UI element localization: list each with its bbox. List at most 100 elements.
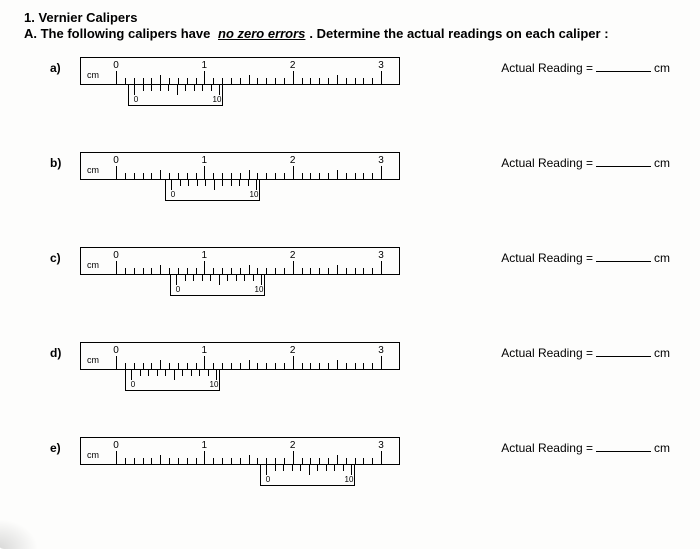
main-scale: cm 0 1 2 3 bbox=[80, 152, 400, 180]
vernier-caliper: cm 0 1 2 3 0 10 bbox=[80, 152, 410, 207]
vernier-tick-row bbox=[131, 370, 214, 380]
item-label: b) bbox=[50, 152, 80, 170]
reading-blank[interactable] bbox=[596, 451, 651, 452]
reading-label: Actual Reading = bbox=[501, 156, 593, 170]
caliper-row: b) cm 0 1 2 3 0 10 Actual Reading = cm bbox=[20, 152, 680, 207]
vernier-caliper: cm 0 1 2 3 0 10 bbox=[80, 342, 410, 397]
vernier-scale: 0 10 bbox=[125, 369, 220, 391]
cm-label: cm bbox=[87, 70, 99, 80]
cm-label: cm bbox=[87, 450, 99, 460]
unit-label: cm bbox=[654, 346, 670, 360]
vernier-scale: 0 10 bbox=[170, 274, 265, 296]
main-tick-row bbox=[116, 451, 389, 464]
main-scale-number: 1 bbox=[202, 155, 208, 166]
reading-blank[interactable] bbox=[596, 71, 651, 72]
main-scale-number: 0 bbox=[113, 60, 119, 71]
vernier-zero-label: 0 bbox=[134, 95, 138, 104]
main-scale-number: 3 bbox=[378, 155, 384, 166]
caliper-row: d) cm 0 1 2 3 0 10 Actual Reading = cm bbox=[20, 342, 680, 397]
page-curl-shadow bbox=[0, 519, 38, 549]
vernier-scale: 0 10 bbox=[165, 179, 260, 201]
main-scale-number: 3 bbox=[378, 345, 384, 356]
main-scale-number: 2 bbox=[290, 250, 296, 261]
main-tick-row bbox=[116, 71, 389, 84]
caliper-row: c) cm 0 1 2 3 0 10 Actual Reading = cm bbox=[20, 247, 680, 302]
vernier-tick-row bbox=[176, 275, 259, 285]
actual-reading-field: Actual Reading = cm bbox=[501, 152, 680, 170]
main-tick-area: 0 1 2 3 bbox=[116, 343, 389, 369]
caliper-row: e) cm 0 1 2 3 0 10 Actual Reading = cm bbox=[20, 437, 680, 492]
reading-label: Actual Reading = bbox=[501, 441, 593, 455]
vernier-tick-row bbox=[171, 180, 254, 190]
main-scale-number: 1 bbox=[202, 440, 208, 451]
main-tick-area: 0 1 2 3 bbox=[116, 153, 389, 179]
vernier-zero-label: 0 bbox=[176, 285, 180, 294]
actual-reading-field: Actual Reading = cm bbox=[501, 247, 680, 265]
main-scale-number: 0 bbox=[113, 250, 119, 261]
main-scale: cm 0 1 2 3 bbox=[80, 437, 400, 465]
heading-a-pre: A. The following calipers have bbox=[24, 26, 214, 41]
reading-blank[interactable] bbox=[596, 166, 651, 167]
vernier-scale: 0 10 bbox=[128, 84, 223, 106]
main-scale-number: 1 bbox=[202, 345, 208, 356]
vernier-zero-label: 0 bbox=[171, 190, 175, 199]
vernier-ten-label: 10 bbox=[255, 285, 264, 294]
heading-a-post: . Determine the actual readings on each … bbox=[309, 26, 608, 41]
item-label: d) bbox=[50, 342, 80, 360]
vernier-zero-label: 0 bbox=[131, 380, 135, 389]
item-label: c) bbox=[50, 247, 80, 265]
main-scale-number: 3 bbox=[378, 250, 384, 261]
main-scale-number: 1 bbox=[202, 250, 208, 261]
vernier-scale: 0 10 bbox=[260, 464, 355, 486]
unit-label: cm bbox=[654, 251, 670, 265]
main-tick-row bbox=[116, 166, 389, 179]
reading-label: Actual Reading = bbox=[501, 61, 593, 75]
main-scale-number: 2 bbox=[290, 60, 296, 71]
main-scale-number: 2 bbox=[290, 345, 296, 356]
vernier-caliper: cm 0 1 2 3 0 10 bbox=[80, 57, 410, 112]
vernier-ten-label: 10 bbox=[213, 95, 222, 104]
reading-label: Actual Reading = bbox=[501, 346, 593, 360]
actual-reading-field: Actual Reading = cm bbox=[501, 437, 680, 455]
main-scale: cm 0 1 2 3 bbox=[80, 57, 400, 85]
reading-blank[interactable] bbox=[596, 261, 651, 262]
vernier-caliper: cm 0 1 2 3 0 10 bbox=[80, 247, 410, 302]
caliper-row: a) cm 0 1 2 3 0 10 Actual Reading = cm bbox=[20, 57, 680, 112]
heading-1: 1. Vernier Calipers bbox=[24, 10, 680, 25]
item-label: a) bbox=[50, 57, 80, 75]
main-scale-number: 2 bbox=[290, 440, 296, 451]
main-scale-number: 1 bbox=[202, 60, 208, 71]
actual-reading-field: Actual Reading = cm bbox=[501, 57, 680, 75]
main-scale-number: 3 bbox=[378, 60, 384, 71]
vernier-zero-label: 0 bbox=[266, 475, 270, 484]
reading-label: Actual Reading = bbox=[501, 251, 593, 265]
vernier-tick-row bbox=[266, 465, 349, 475]
main-scale-number: 2 bbox=[290, 155, 296, 166]
cm-label: cm bbox=[87, 355, 99, 365]
vernier-ten-label: 10 bbox=[345, 475, 354, 484]
main-scale-number: 0 bbox=[113, 155, 119, 166]
main-tick-row bbox=[116, 261, 389, 274]
actual-reading-field: Actual Reading = cm bbox=[501, 342, 680, 360]
main-tick-row bbox=[116, 356, 389, 369]
main-tick-area: 0 1 2 3 bbox=[116, 58, 389, 84]
cm-label: cm bbox=[87, 260, 99, 270]
reading-blank[interactable] bbox=[596, 356, 651, 357]
item-label: e) bbox=[50, 437, 80, 455]
vernier-tick-row bbox=[134, 85, 217, 95]
main-scale-number: 0 bbox=[113, 440, 119, 451]
main-scale: cm 0 1 2 3 bbox=[80, 342, 400, 370]
unit-label: cm bbox=[654, 156, 670, 170]
main-scale-number: 3 bbox=[378, 440, 384, 451]
unit-label: cm bbox=[654, 61, 670, 75]
cm-label: cm bbox=[87, 165, 99, 175]
heading-a-err: no zero errors bbox=[218, 26, 305, 41]
vernier-ten-label: 10 bbox=[210, 380, 219, 389]
main-tick-area: 0 1 2 3 bbox=[116, 248, 389, 274]
vernier-ten-label: 10 bbox=[250, 190, 259, 199]
heading-a-line: A. The following calipers have no zero e… bbox=[20, 25, 680, 43]
main-scale-number: 0 bbox=[113, 345, 119, 356]
unit-label: cm bbox=[654, 441, 670, 455]
main-scale: cm 0 1 2 3 bbox=[80, 247, 400, 275]
vernier-caliper: cm 0 1 2 3 0 10 bbox=[80, 437, 410, 492]
